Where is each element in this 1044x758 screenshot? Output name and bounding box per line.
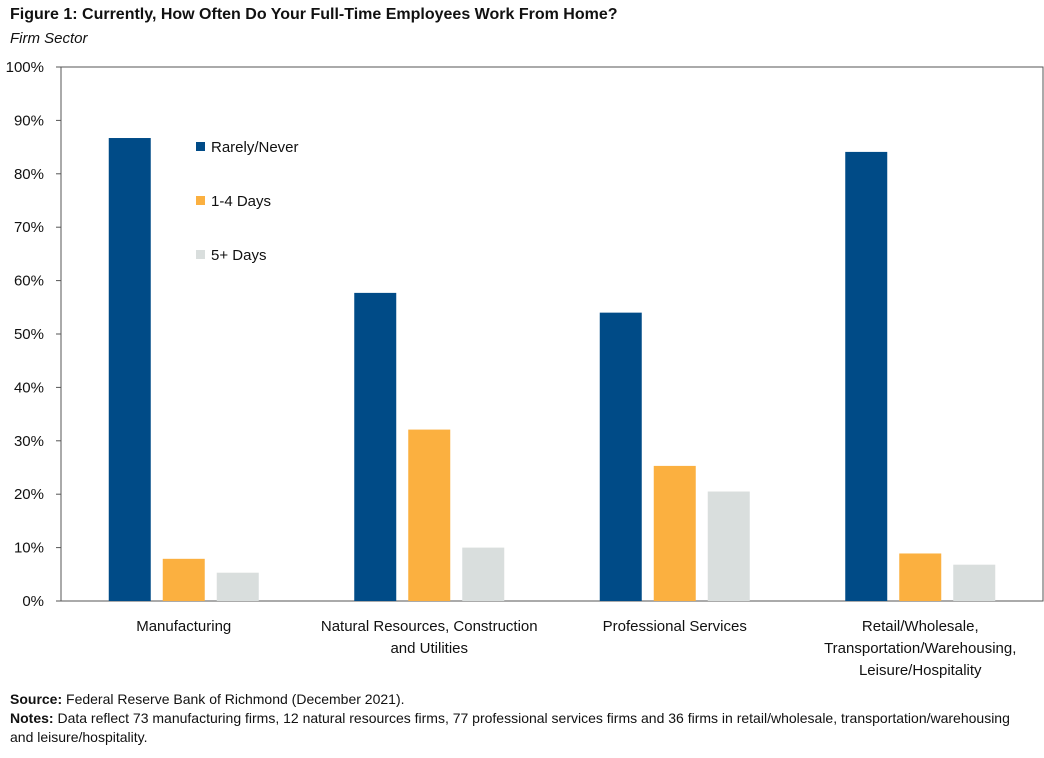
legend-swatch-5-days: [196, 250, 205, 259]
x-category-label: Transportation/Warehousing,: [824, 640, 1016, 657]
chart-subtitle: Firm Sector: [10, 30, 88, 47]
bar-1-4-days: [899, 553, 942, 601]
bar-1-4-days: [408, 429, 451, 601]
y-tick-label: 50%: [14, 326, 44, 343]
source-text: Federal Reserve Bank of Richmond (Decemb…: [66, 691, 405, 707]
plot-frame: [60, 66, 1044, 602]
y-tick-label: 30%: [14, 433, 44, 450]
bar-1-4-days: [653, 465, 696, 601]
chart-footer: Source: Federal Reserve Bank of Richmond…: [10, 690, 1030, 747]
x-category-label: Professional Services: [603, 618, 747, 635]
legend-swatch-1-4-days: [196, 196, 205, 205]
y-tick-label: 60%: [14, 273, 44, 290]
legend-label: 5+ Days: [211, 247, 266, 264]
bar-1-4-days: [162, 558, 205, 601]
y-tick-label: 90%: [14, 112, 44, 129]
y-tick-label: 70%: [14, 219, 44, 236]
notes-label: Notes:: [10, 710, 54, 726]
y-tick-label: 100%: [6, 59, 44, 76]
legend-label: Rarely/Never: [211, 139, 299, 156]
notes-text: Data reflect 73 manufacturing firms, 12 …: [10, 710, 1010, 745]
bar-rarely-never: [845, 151, 888, 601]
legend-label: 1-4 Days: [211, 193, 271, 210]
y-tick-label: 10%: [14, 540, 44, 557]
source-label: Source:: [10, 691, 63, 707]
bar-rarely-never: [108, 138, 151, 601]
x-category-label: Leisure/Hospitality: [859, 662, 982, 679]
y-tick-label: 0%: [22, 593, 44, 610]
bar-rarely-never: [354, 292, 397, 601]
bar-5-days: [462, 547, 505, 601]
notes-line: Notes: Data reflect 73 manufacturing fir…: [10, 709, 1030, 747]
chart-title: Figure 1: Currently, How Often Do Your F…: [10, 6, 618, 23]
bar-chart: 0% 10% 20% 30% 40% 50% 60% 70% 80% 90% 100% Manufac…: [6, 59, 1044, 679]
bar-5-days: [216, 572, 259, 601]
x-category-label: Natural Resources, Construction: [321, 618, 538, 635]
legend-swatch-rarely-never: [196, 142, 205, 151]
bar-5-days: [707, 491, 750, 601]
y-tick-label: 20%: [14, 486, 44, 503]
x-category-label: and Utilities: [390, 640, 468, 657]
bar-rarely-never: [599, 312, 642, 601]
source-line: Source: Federal Reserve Bank of Richmond…: [10, 690, 1030, 709]
x-category-label: Retail/Wholesale,: [862, 618, 979, 635]
x-category-label: Manufacturing: [136, 618, 231, 635]
bar-5-days: [953, 564, 996, 601]
y-tick-label: 80%: [14, 166, 44, 183]
y-tick-label: 40%: [14, 379, 44, 396]
